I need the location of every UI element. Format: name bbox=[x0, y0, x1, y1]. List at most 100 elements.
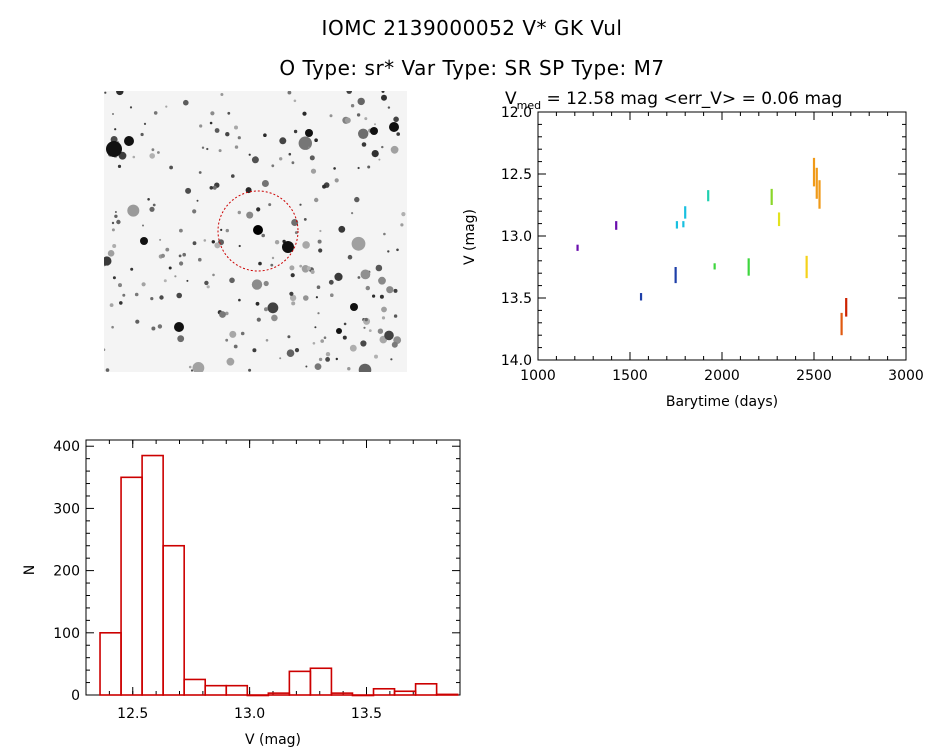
star bbox=[261, 233, 265, 238]
star bbox=[179, 228, 183, 233]
star bbox=[111, 325, 114, 329]
lightcurve-chart: Vmed = 12.58 mag <err_V> = 0.06 mag 1000… bbox=[462, 89, 924, 410]
star bbox=[338, 225, 346, 233]
star bbox=[118, 283, 122, 288]
star bbox=[309, 155, 315, 161]
star bbox=[391, 341, 398, 348]
star bbox=[375, 264, 383, 272]
target-circle bbox=[217, 190, 299, 272]
star bbox=[381, 91, 385, 93]
star bbox=[214, 242, 221, 249]
star bbox=[251, 156, 259, 164]
histogram-bar bbox=[414, 683, 438, 696]
star bbox=[229, 330, 237, 338]
y-tick-label: 0 bbox=[71, 688, 80, 704]
histogram-bar bbox=[141, 454, 164, 696]
star bbox=[192, 209, 197, 214]
star bbox=[203, 239, 207, 242]
histogram-bar bbox=[351, 694, 375, 697]
star bbox=[377, 328, 384, 334]
star bbox=[298, 136, 312, 150]
star bbox=[263, 280, 269, 287]
star bbox=[112, 113, 114, 115]
star bbox=[387, 250, 390, 253]
star bbox=[325, 357, 330, 362]
star bbox=[270, 263, 274, 267]
star bbox=[114, 128, 117, 131]
star bbox=[149, 153, 155, 159]
star bbox=[342, 335, 347, 340]
star bbox=[286, 349, 295, 358]
star bbox=[393, 314, 398, 318]
star bbox=[314, 326, 317, 329]
star bbox=[107, 250, 115, 257]
star bbox=[351, 236, 366, 251]
star bbox=[198, 171, 202, 174]
star bbox=[384, 330, 394, 341]
star bbox=[334, 178, 339, 183]
star bbox=[357, 166, 360, 170]
star bbox=[159, 238, 162, 241]
star bbox=[261, 180, 269, 187]
y-tick-label: 100 bbox=[53, 626, 80, 642]
star bbox=[314, 363, 322, 370]
histogram-bar bbox=[372, 687, 396, 696]
star bbox=[234, 125, 238, 130]
star bbox=[150, 297, 154, 301]
star bbox=[288, 152, 292, 156]
star bbox=[368, 329, 372, 332]
star bbox=[271, 164, 275, 168]
x-tick-label: 1500 bbox=[612, 368, 648, 384]
star bbox=[351, 212, 354, 215]
star bbox=[271, 314, 278, 322]
star bbox=[360, 340, 367, 347]
x-tick-label: 13.5 bbox=[351, 706, 382, 722]
star bbox=[140, 132, 144, 137]
star bbox=[357, 276, 361, 279]
star bbox=[393, 288, 398, 293]
star bbox=[174, 275, 177, 278]
star bbox=[354, 196, 360, 203]
star bbox=[256, 317, 261, 322]
star bbox=[271, 256, 275, 260]
lightcurve-frame bbox=[537, 111, 907, 361]
star bbox=[142, 224, 144, 227]
star bbox=[289, 294, 297, 302]
histogram-ticks: 12.5 13.0 13.5 0 100 200 300 400 bbox=[53, 439, 461, 722]
y-tick-label: 400 bbox=[53, 439, 80, 455]
histogram-bar bbox=[162, 544, 185, 696]
bright-star bbox=[282, 241, 294, 253]
star bbox=[383, 232, 386, 236]
star bbox=[319, 229, 322, 233]
histogram-bar bbox=[267, 692, 291, 696]
star bbox=[225, 338, 229, 342]
star bbox=[127, 204, 140, 217]
bright-star bbox=[370, 127, 378, 135]
star bbox=[234, 145, 239, 149]
star bbox=[129, 106, 133, 109]
star bbox=[312, 342, 316, 345]
lightcurve-title: Vmed = 12.58 mag <err_V> = 0.06 mag bbox=[505, 89, 842, 112]
star bbox=[291, 161, 295, 165]
star bbox=[226, 357, 235, 366]
star bbox=[114, 211, 117, 213]
star bbox=[225, 132, 230, 137]
star bbox=[316, 285, 321, 289]
star bbox=[229, 277, 235, 284]
star bbox=[258, 261, 262, 266]
star bbox=[356, 113, 361, 117]
target-star bbox=[253, 225, 263, 235]
histogram-bar bbox=[309, 667, 333, 696]
star bbox=[374, 123, 376, 126]
y-tick-label: 12.0 bbox=[501, 105, 532, 121]
star bbox=[209, 186, 214, 190]
star bbox=[116, 91, 124, 96]
star bbox=[248, 153, 251, 156]
lightcurve-ylabel: V (mag) bbox=[462, 209, 478, 265]
star bbox=[204, 280, 209, 286]
histogram-bar bbox=[393, 690, 417, 696]
star bbox=[381, 145, 384, 149]
y-tick-label: 13.0 bbox=[501, 229, 532, 245]
star bbox=[190, 369, 194, 372]
star bbox=[378, 276, 386, 285]
